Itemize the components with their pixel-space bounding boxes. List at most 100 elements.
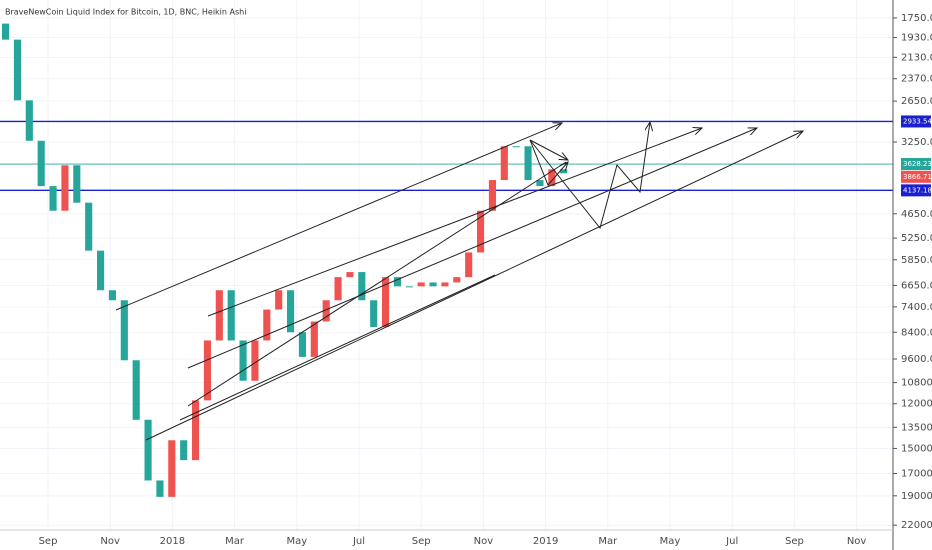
- candle-body: [192, 400, 200, 461]
- y-tick-label: 2130.0: [901, 52, 932, 63]
- y-tick-label: 13500.0: [901, 422, 932, 433]
- candle-body: [120, 300, 128, 361]
- candle-body: [49, 186, 57, 211]
- levels: [0, 120, 893, 192]
- x-tick-label: Nov: [100, 536, 120, 547]
- candle-body: [275, 290, 283, 310]
- candle-body: [441, 282, 449, 287]
- y-tick-label: 12000.0: [901, 399, 932, 410]
- candle-body: [203, 340, 211, 401]
- chart-title: BraveNewCoin Liquid Index for Bitcoin, 1…: [5, 8, 246, 17]
- candle-body: [322, 300, 330, 322]
- y-tick-label: 5250.0: [901, 233, 932, 244]
- candle-body: [465, 252, 473, 278]
- y-tick-label: 10800.0: [901, 378, 932, 389]
- x-tick-label: 2018: [160, 536, 185, 547]
- candle-body: [370, 300, 378, 327]
- price-tag: [901, 158, 931, 171]
- price-tag-label: 4137.18: [903, 186, 932, 194]
- y-tick-label: 6650.0: [901, 280, 932, 291]
- y-tick-label: 1930.0: [901, 33, 932, 44]
- candle-body: [37, 140, 45, 187]
- x-tick-label: Sep: [39, 536, 58, 547]
- x-tick-label: Jul: [725, 536, 738, 547]
- candle-body: [61, 165, 69, 211]
- y-tick-label: 5850.0: [901, 255, 932, 266]
- price-tag-label: 3628.23: [903, 160, 932, 168]
- candle-body: [405, 286, 413, 288]
- trend-line: [115, 123, 562, 311]
- x-tick-label: Jul: [352, 536, 365, 547]
- x-tick-label: May: [660, 536, 681, 547]
- trend-line: [207, 128, 702, 317]
- candle-body: [239, 340, 247, 381]
- candle-body: [524, 146, 532, 181]
- candle-body: [346, 272, 354, 278]
- candle-body: [13, 39, 21, 101]
- y-tick-label: 19000.0: [901, 491, 932, 502]
- price-tag: [901, 184, 931, 197]
- y-tick-label: 8400.0: [901, 327, 932, 338]
- candle-body: [310, 321, 318, 357]
- candle-body: [393, 277, 401, 287]
- y-tick-label: 15000.0: [901, 443, 932, 454]
- candle-body: [334, 277, 342, 301]
- y-tick-label: 9600.0: [901, 354, 932, 365]
- candle-body: [263, 309, 271, 341]
- candle-body: [512, 146, 520, 148]
- candle-body: [382, 277, 390, 327]
- candle-body: [453, 277, 461, 283]
- candle-body: [298, 332, 306, 357]
- y-tick-label: 2650.0: [901, 96, 932, 107]
- x-tick-label: Mar: [225, 536, 245, 547]
- x-tick-label: 2019: [533, 536, 558, 547]
- y-tick-label: 1750.0: [901, 13, 932, 24]
- candle-body: [144, 419, 152, 481]
- candle-body: [488, 180, 496, 211]
- candle-body: [215, 290, 223, 341]
- price-tag-label: 2933.54: [903, 117, 932, 125]
- y-tick-label: 22000.0: [901, 520, 932, 531]
- grid: [0, 0, 893, 530]
- x-tick-label: May: [286, 536, 307, 547]
- candle-body: [429, 282, 437, 287]
- trend-line: [187, 128, 757, 369]
- x-tick-label: Nov: [847, 536, 867, 547]
- candle-body: [25, 100, 33, 141]
- candle-body: [156, 480, 164, 497]
- x-tick-label: Mar: [598, 536, 618, 547]
- trend-drawings: [115, 122, 803, 441]
- price-tag: [901, 170, 931, 183]
- projection-arrow: [529, 139, 568, 160]
- y-tick-label: 4650.0: [901, 209, 932, 220]
- trend-line: [145, 131, 803, 441]
- candle-body: [358, 272, 366, 301]
- price-tag-label: 3866.71: [903, 173, 932, 181]
- projection-path: [529, 122, 650, 230]
- candle-body: [477, 210, 485, 253]
- candle-body: [251, 340, 259, 381]
- candle-body: [168, 440, 176, 497]
- candle-body: [417, 282, 425, 287]
- x-tick-label: Sep: [785, 536, 804, 547]
- trend-line: [187, 161, 567, 407]
- x-tick-label: Sep: [412, 536, 431, 547]
- y-tick-label: 2370.0: [901, 74, 932, 85]
- candle-body: [132, 360, 140, 420]
- candle-body: [2, 23, 10, 40]
- candles: [2, 23, 568, 497]
- y-tick-label: 17000.0: [901, 469, 932, 480]
- candle-body: [180, 440, 188, 461]
- candle-body: [73, 165, 81, 203]
- candle-body: [548, 169, 556, 187]
- y-tick-label: 3250.0: [901, 137, 932, 148]
- candle-body: [536, 180, 544, 187]
- x-tick-label: Nov: [474, 536, 494, 547]
- candle-body: [227, 290, 235, 341]
- candle-body: [108, 290, 116, 301]
- price-tag: [901, 115, 931, 128]
- candle-body: [500, 146, 508, 181]
- candle-body: [85, 202, 93, 251]
- candle-body: [97, 250, 105, 291]
